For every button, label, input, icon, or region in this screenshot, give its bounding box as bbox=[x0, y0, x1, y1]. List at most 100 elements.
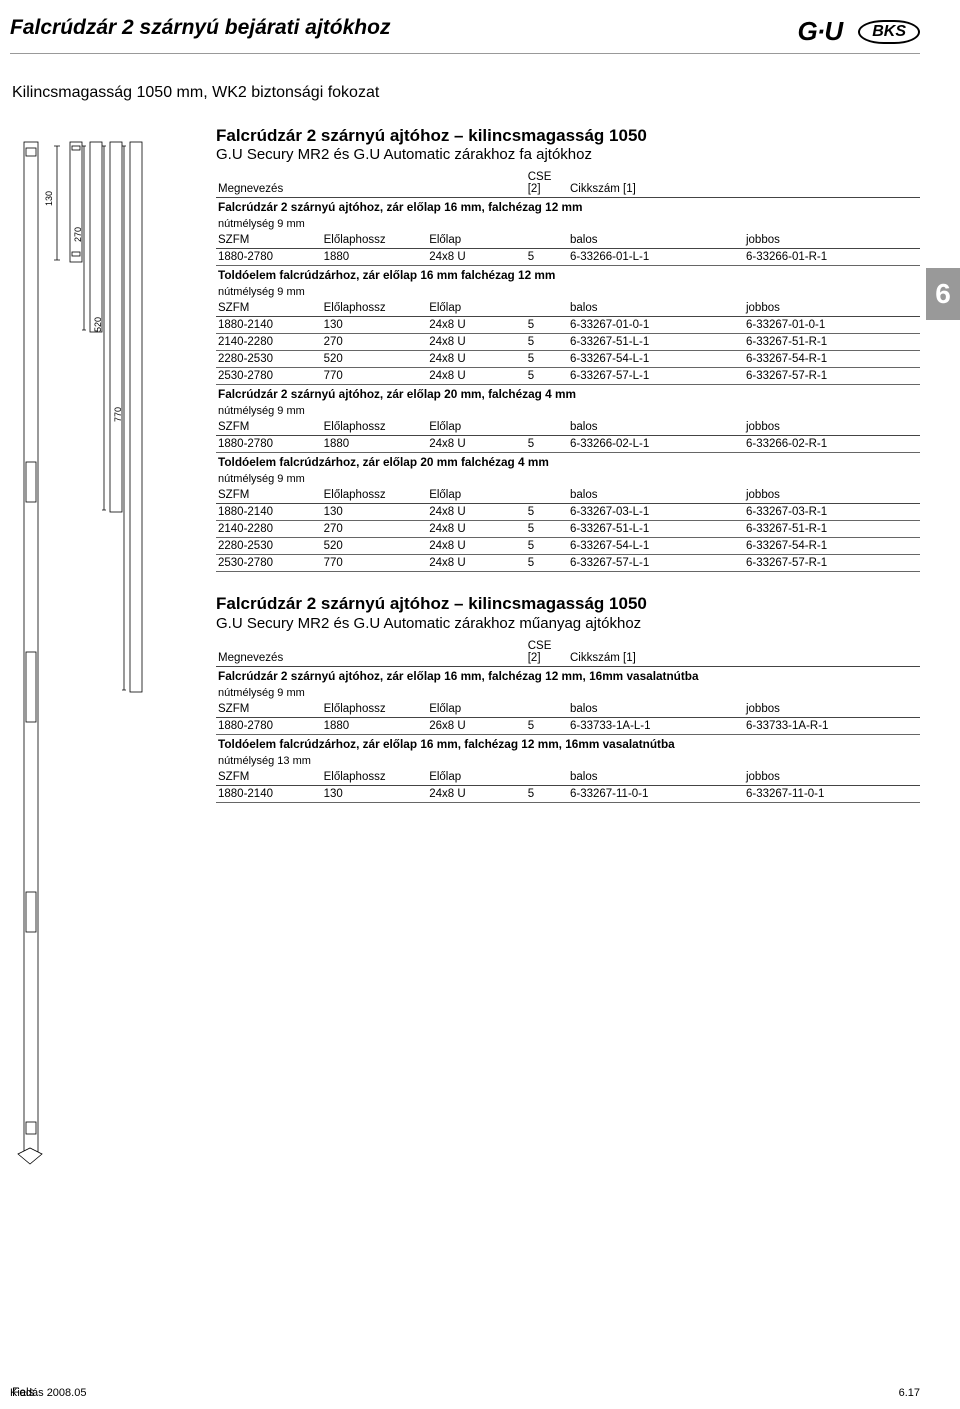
meta-col-cikk: Cikkszám [1] bbox=[568, 169, 920, 198]
col-header: jobbos bbox=[744, 300, 920, 317]
meta-col-cse: CSE [2] bbox=[526, 638, 568, 667]
table-cell: 5 bbox=[526, 351, 568, 368]
table-cell: 6-33267-57-R-1 bbox=[744, 368, 920, 385]
table-cell: 130 bbox=[322, 317, 428, 334]
table-cell: 6-33267-11-0-1 bbox=[744, 785, 920, 802]
divider bbox=[10, 53, 920, 54]
group-subtitle: nútmélység 13 mm bbox=[216, 753, 920, 769]
side-tab: 6 bbox=[926, 268, 960, 320]
table-cell: 6-33267-57-L-1 bbox=[568, 368, 744, 385]
col-header: Előlap bbox=[427, 487, 526, 504]
col-header: Előlap bbox=[427, 769, 526, 786]
table-cell: 5 bbox=[526, 368, 568, 385]
table-cell: 6-33267-57-L-1 bbox=[568, 555, 744, 572]
table-cell: 6-33733-1A-L-1 bbox=[568, 717, 744, 734]
table-cell: 130 bbox=[322, 504, 428, 521]
table-cell: 6-33266-02-L-1 bbox=[568, 436, 744, 453]
subheader: Kilincsmagasság 1050 mm, WK2 biztonsági … bbox=[12, 84, 920, 102]
table-cell: 5 bbox=[526, 317, 568, 334]
table-cell: 1880-2140 bbox=[216, 504, 322, 521]
group-subtitle: nútmélység 9 mm bbox=[216, 403, 920, 419]
col-header: SZFM bbox=[216, 300, 322, 317]
col-header: SZFM bbox=[216, 769, 322, 786]
col-header: SZFM bbox=[216, 701, 322, 718]
footer-left: Kiadás 2008.05 bbox=[10, 1387, 86, 1399]
col-header: balos bbox=[568, 487, 744, 504]
dim-b: 270 bbox=[73, 227, 83, 242]
table-cell: 24x8 U bbox=[427, 334, 526, 351]
table-cell: 2140-2280 bbox=[216, 521, 322, 538]
col-header: Előlaphossz bbox=[322, 769, 428, 786]
col-header: SZFM bbox=[216, 487, 322, 504]
meta-col-name: Megnevezés bbox=[216, 638, 526, 667]
table-cell: 6-33267-01-0-1 bbox=[744, 317, 920, 334]
dim-a: 130 bbox=[44, 191, 54, 206]
table-cell: 1880-2780 bbox=[216, 249, 322, 266]
table-cell: 5 bbox=[526, 334, 568, 351]
group-subtitle: nútmélység 9 mm bbox=[216, 685, 920, 701]
dim-c: 520 bbox=[93, 317, 103, 332]
table-cell: 270 bbox=[322, 521, 428, 538]
table-cell: 1880 bbox=[322, 436, 428, 453]
technical-drawing: 130 270 520 770 bbox=[10, 132, 190, 1182]
table-row: 1880-214013024x8 U56-33267-03-L-16-33267… bbox=[216, 504, 920, 521]
table-cell: 24x8 U bbox=[427, 249, 526, 266]
table-cell: 1880-2140 bbox=[216, 317, 322, 334]
table-cell: 5 bbox=[526, 555, 568, 572]
col-header: jobbos bbox=[744, 701, 920, 718]
meta-col-name: Megnevezés bbox=[216, 169, 526, 198]
col-header: Előlap bbox=[427, 232, 526, 249]
table-cell: 2140-2280 bbox=[216, 334, 322, 351]
col-header bbox=[526, 701, 568, 718]
col-header: balos bbox=[568, 419, 744, 436]
col-header: jobbos bbox=[744, 419, 920, 436]
table-cell: 6-33267-03-L-1 bbox=[568, 504, 744, 521]
col-header: balos bbox=[568, 701, 744, 718]
bks-logo: BKS bbox=[858, 20, 920, 44]
table-cell: 6-33267-54-L-1 bbox=[568, 538, 744, 555]
table-cell: 24x8 U bbox=[427, 317, 526, 334]
table-cell: 24x8 U bbox=[427, 785, 526, 802]
table-cell: 24x8 U bbox=[427, 368, 526, 385]
col-header bbox=[526, 769, 568, 786]
col-header: SZFM bbox=[216, 419, 322, 436]
col-header bbox=[526, 300, 568, 317]
table-cell: 6-33266-01-L-1 bbox=[568, 249, 744, 266]
table-row: 2140-228027024x8 U56-33267-51-L-16-33267… bbox=[216, 334, 920, 351]
table-row: 1880-2780188024x8 U56-33266-01-L-16-3326… bbox=[216, 249, 920, 266]
group-subtitle: nútmélység 9 mm bbox=[216, 216, 920, 232]
table-cell: 6-33267-54-L-1 bbox=[568, 351, 744, 368]
table-cell: 24x8 U bbox=[427, 555, 526, 572]
table-cell: 6-33267-51-R-1 bbox=[744, 334, 920, 351]
meta-col-cikk: Cikkszám [1] bbox=[568, 638, 920, 667]
table-cell: 5 bbox=[526, 785, 568, 802]
footer-right: 6.17 bbox=[899, 1387, 920, 1399]
table-cell: 6-33267-51-L-1 bbox=[568, 334, 744, 351]
table-cell: 6-33267-57-R-1 bbox=[744, 555, 920, 572]
table-cell: 24x8 U bbox=[427, 351, 526, 368]
table-cell: 1880 bbox=[322, 717, 428, 734]
table-row: 1880-2780188026x8 U56-33733-1A-L-16-3373… bbox=[216, 717, 920, 734]
table-cell: 2530-2780 bbox=[216, 555, 322, 572]
table-row: 1880-2780188024x8 U56-33266-02-L-16-3326… bbox=[216, 436, 920, 453]
table-cell: 24x8 U bbox=[427, 504, 526, 521]
table-cell: 5 bbox=[526, 521, 568, 538]
table-cell: 1880-2140 bbox=[216, 785, 322, 802]
gu-logo: G·U bbox=[798, 16, 843, 47]
table-cell: 520 bbox=[322, 351, 428, 368]
col-header: Előlaphossz bbox=[322, 300, 428, 317]
spec-table: MegnevezésCSE [2]Cikkszám [1]Falcrúdzár … bbox=[216, 638, 920, 803]
group-subtitle: nútmélység 9 mm bbox=[216, 471, 920, 487]
table-cell: 2530-2780 bbox=[216, 368, 322, 385]
col-header: Előlaphossz bbox=[322, 419, 428, 436]
group-title: Falcrúdzár 2 szárnyú ajtóhoz, zár előlap… bbox=[216, 198, 920, 217]
table-cell: 130 bbox=[322, 785, 428, 802]
group-title: Toldóelem falcrúdzárhoz, zár előlap 20 m… bbox=[216, 453, 920, 472]
col-header: jobbos bbox=[744, 487, 920, 504]
group-subtitle: nútmélység 9 mm bbox=[216, 284, 920, 300]
section-heading: Falcrúdzár 2 szárnyú ajtóhoz – kilincsma… bbox=[216, 126, 920, 146]
table-cell: 5 bbox=[526, 436, 568, 453]
table-cell: 770 bbox=[322, 555, 428, 572]
table-cell: 270 bbox=[322, 334, 428, 351]
table-cell: 6-33266-01-R-1 bbox=[744, 249, 920, 266]
